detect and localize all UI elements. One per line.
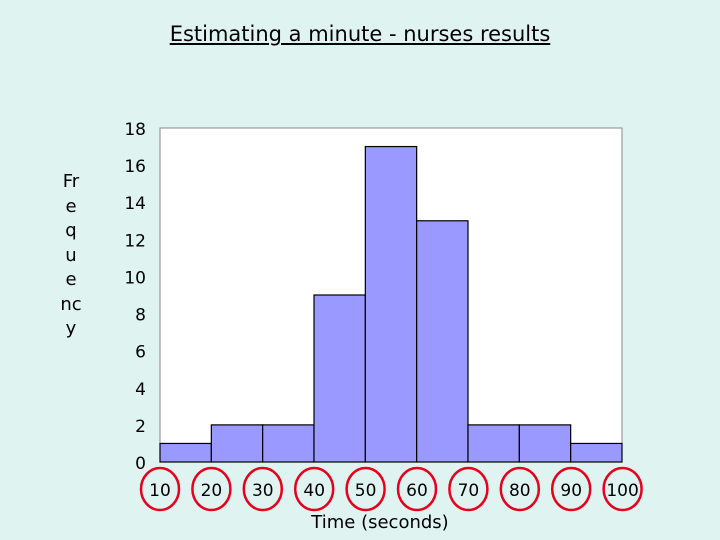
tick-circle — [602, 466, 643, 512]
y-tick-label: 0 — [135, 454, 146, 474]
tick-circle — [191, 466, 232, 512]
y-tick-label: 12 — [124, 231, 146, 251]
x-tick-label: 70 — [458, 481, 480, 501]
x-tick-label: 50 — [355, 481, 377, 501]
x-tick-label: 40 — [303, 481, 325, 501]
y-axis-label: Frequency — [60, 171, 82, 339]
histogram-bar — [262, 424, 315, 463]
x-tick-label: 30 — [252, 481, 274, 501]
tick-circle — [139, 466, 181, 512]
y-tick-label: 14 — [124, 194, 146, 214]
tick-circle — [293, 466, 335, 512]
y-tick-label: 6 — [135, 343, 146, 363]
tick-circle — [242, 466, 284, 512]
histogram-bar — [518, 424, 572, 463]
y-tick-label: 16 — [124, 157, 146, 177]
histogram-bar — [570, 442, 623, 463]
histogram-bar — [159, 442, 212, 463]
x-tick-label: 10 — [149, 481, 171, 501]
y-tick-label: 4 — [135, 380, 146, 400]
histogram-bar — [416, 220, 469, 463]
y-tick-label: 8 — [135, 306, 146, 326]
histogram-bar — [467, 424, 520, 463]
histogram-bar — [210, 424, 264, 463]
tick-circle — [345, 466, 386, 512]
y-tick-label: 18 — [124, 120, 146, 140]
x-tick-label: 100 — [606, 481, 638, 501]
x-tick-label: 80 — [509, 481, 531, 501]
chart-title: Estimating a minute - nurses results — [169, 22, 551, 46]
tick-circle — [550, 466, 592, 512]
x-tick-label: 20 — [201, 481, 223, 501]
y-tick-label: 10 — [124, 268, 146, 288]
x-tick-label: 90 — [560, 481, 582, 501]
histogram-bar — [364, 145, 418, 463]
tick-circle — [499, 466, 541, 512]
tick-circle — [448, 466, 489, 512]
x-axis-label: Time (seconds) — [311, 512, 449, 533]
histogram-bar — [313, 294, 366, 463]
tick-circle — [396, 466, 438, 512]
x-tick-label: 60 — [406, 481, 428, 501]
y-tick-label: 2 — [135, 417, 146, 437]
